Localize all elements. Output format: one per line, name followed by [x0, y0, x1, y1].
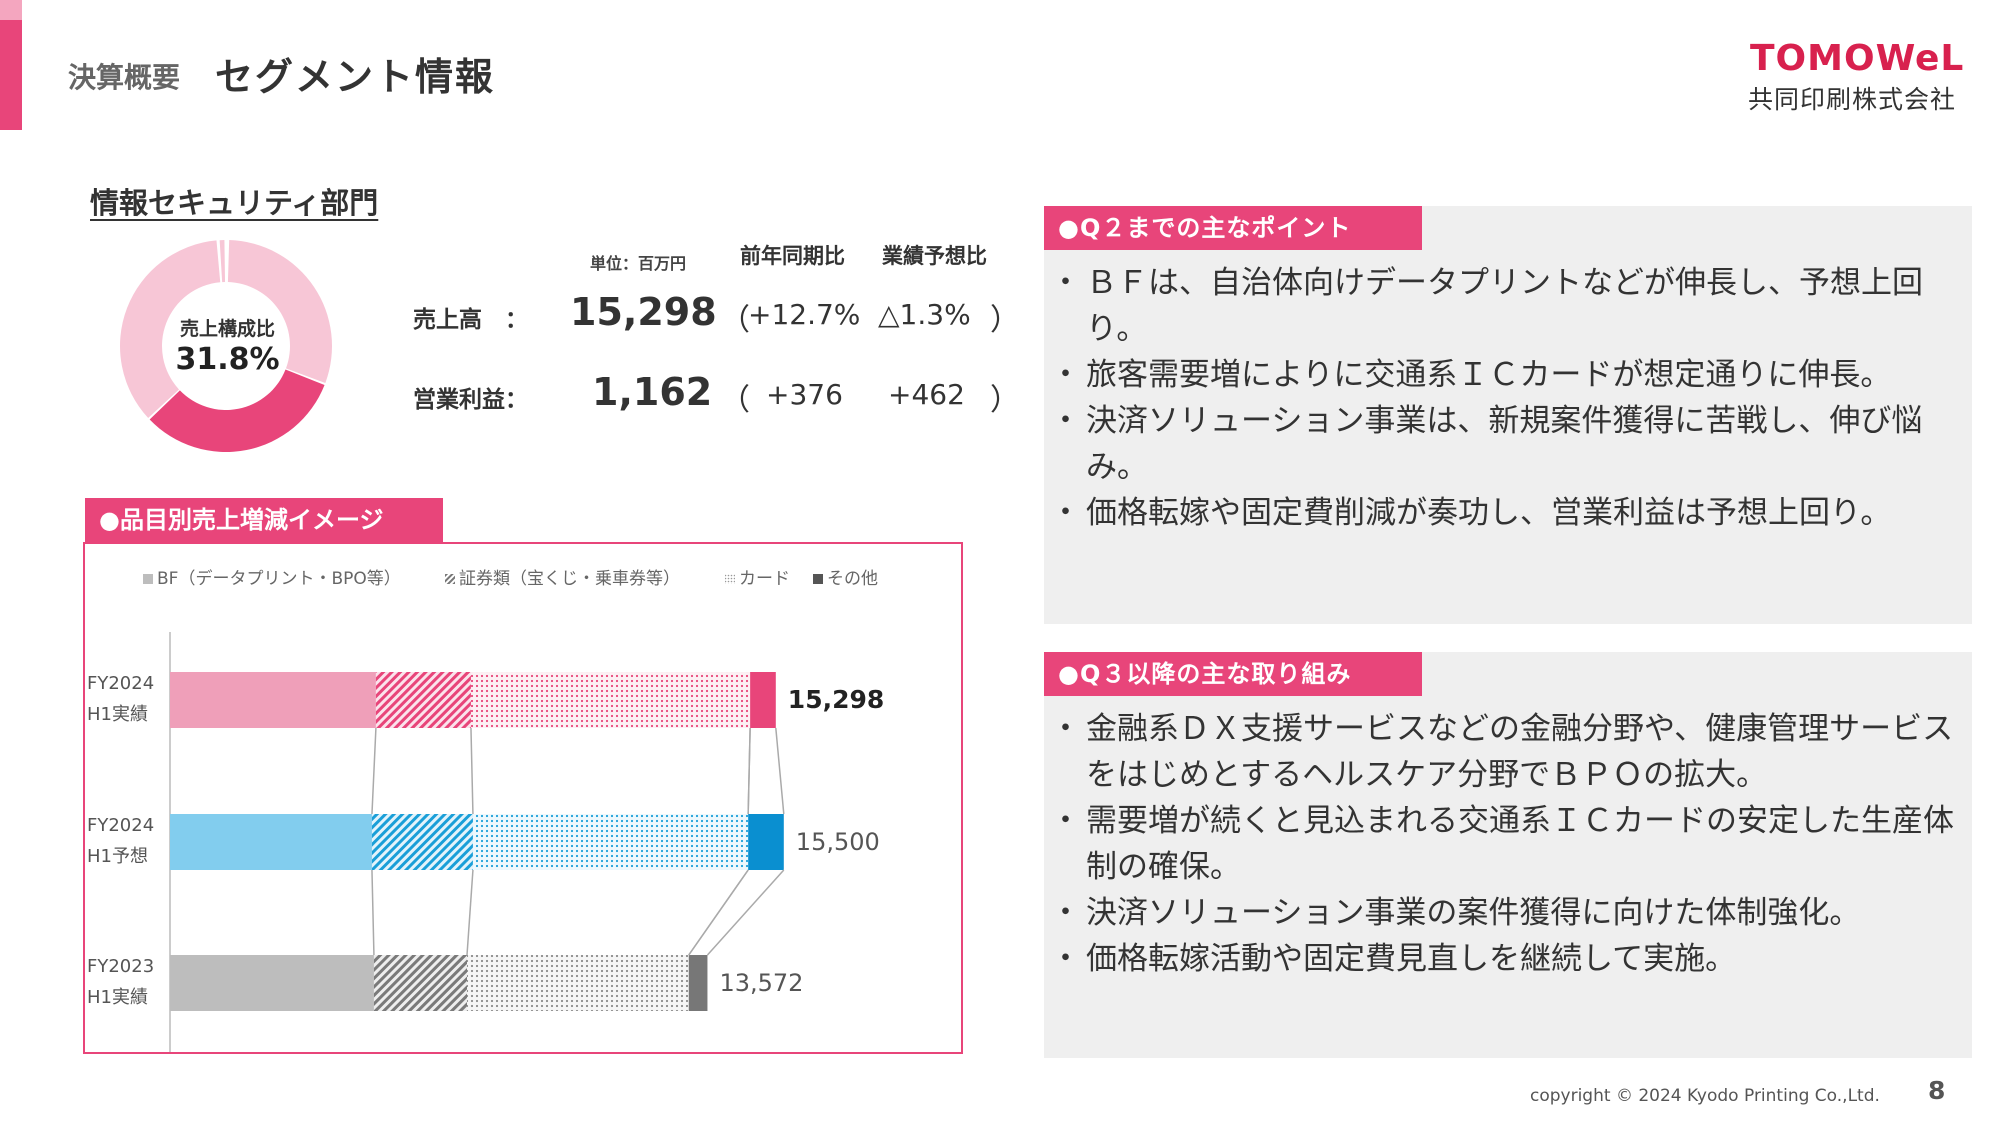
donut-value: 31.8% [175, 342, 280, 377]
category-label: H1実績 [87, 987, 148, 1008]
category-label: H1予想 [87, 846, 148, 867]
page-title: セグメント情報 [215, 55, 496, 99]
connector-line [688, 869, 749, 956]
sales-forecast: △1.3% [878, 298, 971, 331]
list-item: 価格転嫁活動や固定費見直しを継続して実施。 [1050, 936, 1960, 982]
chart-bars: FY2024 H1実績 15,298 FY2024 H1予想 15,500 FY2023 H1… [87, 632, 884, 1052]
bar-segment [688, 955, 708, 1011]
total-label: 15,500 [796, 828, 880, 856]
category-label: FY2023 [87, 956, 154, 977]
bar-chart-svg: BF（データプリント・BPO等） 証券類（宝くじ・乗車券等） カード その他 FY20… [87, 568, 884, 1052]
bar-segment [375, 672, 471, 728]
total-label: 15,298 [788, 685, 884, 714]
legend-label: カード [739, 569, 790, 589]
bar-segment [470, 672, 751, 728]
list-item: 価格転嫁や固定費削減が奏功し、営業利益は予想上回り。 [1050, 490, 1960, 536]
page-number: 8 [1928, 1076, 1946, 1105]
connector-line [775, 727, 785, 815]
legend-entry: カード [725, 569, 790, 589]
list-item: 決済ソリューション事業は、新規案件獲得に苦戦し、伸び悩み。 [1050, 398, 1960, 490]
connector-line [747, 727, 751, 815]
bar-segment [467, 955, 689, 1011]
bar-segment [472, 814, 749, 870]
panel-q3-tag: ●Q３以降の主な取り組み [1044, 652, 1422, 696]
bar-segment [373, 955, 467, 1011]
col-head-yoy: 前年同期比 [740, 244, 845, 268]
bar-segment [170, 672, 376, 728]
connector-line [706, 869, 785, 956]
donut-svg [120, 240, 332, 452]
category-label: H1実績 [87, 704, 148, 725]
legend-swatch [813, 574, 823, 584]
connector-line [470, 727, 474, 815]
connector-line [371, 869, 375, 956]
donut-slice-other [227, 240, 332, 384]
chart-box: BF（データプリント・BPO等） 証券類（宝くじ・乗車券等） カード その他 FY20… [83, 542, 963, 1054]
breadcrumb: 決算概要 [68, 61, 181, 94]
list-item: 金融系ＤＸ支援サービスなどの金融分野や、健康管理サービスをはじめとするヘルスケア… [1050, 706, 1960, 798]
legend-swatch [445, 574, 455, 584]
op-paren-close: ） [990, 383, 1020, 418]
donut-label: 売上構成比 [179, 318, 275, 340]
panel-q2-list: ＢＦは、自治体向けデータプリントなどが伸長し、予想上回り。 旅客需要増によりに交… [1050, 260, 1960, 536]
accent-bar [0, 0, 22, 130]
op-yoy: +376 [766, 378, 843, 411]
copyright: copyright © 2024 Kyodo Printing Co.,Ltd. [1530, 1086, 1880, 1106]
legend-entry: その他 [813, 569, 878, 589]
bar-segment [170, 814, 372, 870]
list-item: 決済ソリューション事業の案件獲得に向けた体制強化。 [1050, 890, 1960, 936]
sales-value: 15,298 [570, 290, 717, 334]
share-donut-chart [118, 238, 334, 454]
accent-bar-highlight [0, 0, 22, 20]
donut-slice-share [149, 369, 325, 452]
bar-segment [170, 955, 374, 1011]
legend-label: BF（データプリント・BPO等） [157, 568, 401, 589]
op-paren-open: （ [720, 383, 750, 418]
legend-label: 証券類（宝くじ・乗車券等） [459, 569, 680, 589]
total-label: 13,572 [719, 969, 803, 997]
sales-paren-close: ） [990, 303, 1020, 338]
legend-swatch [143, 574, 153, 584]
op-label: 営業利益： [413, 387, 528, 413]
chart-legend: BF（データプリント・BPO等） 証券類（宝くじ・乗車券等） カード その他 [143, 568, 878, 589]
bar-segment [750, 672, 776, 728]
sales-label: 売上高 ： [413, 307, 528, 333]
op-forecast: +462 [888, 378, 965, 411]
chart-tag: ●品目別売上増減イメージ [85, 498, 443, 542]
list-item: 旅客需要増によりに交通系ＩＣカードが想定通りに伸長。 [1050, 352, 1960, 398]
panel-q3-list: 金融系ＤＸ支援サービスなどの金融分野や、健康管理サービスをはじめとするヘルスケア… [1050, 706, 1960, 982]
company-name: 共同印刷株式会社 [1748, 85, 1957, 114]
list-item: ＢＦは、自治体向けデータプリントなどが伸長し、予想上回り。 [1050, 260, 1960, 352]
sales-yoy: +12.7% [748, 298, 861, 331]
op-value: 1,162 [592, 370, 713, 414]
bar-segment [748, 814, 784, 870]
legend-swatch [725, 574, 735, 584]
donut-slice-other [120, 240, 221, 418]
bar-segment [371, 814, 473, 870]
category-label: FY2024 [87, 673, 154, 694]
category-label: FY2024 [87, 815, 154, 836]
connector-line [371, 727, 377, 815]
section-title: 情報セキュリティ部門 [90, 186, 379, 220]
legend-label: その他 [827, 569, 878, 589]
connector-line [466, 869, 474, 956]
sales-paren-open: （ [720, 303, 750, 338]
legend-entry: 証券類（宝くじ・乗車券等） [445, 569, 680, 589]
list-item: 需要増が続くと見込まれる交通系ＩＣカードの安定した生産体制の確保。 [1050, 798, 1960, 890]
donut-slice-small [219, 240, 226, 283]
unit-label: 単位：百万円 [590, 254, 687, 273]
col-head-forecast: 業績予想比 [882, 244, 987, 268]
company-logo: TOMOWeL [1750, 38, 1965, 79]
legend-entry: BF（データプリント・BPO等） [143, 568, 401, 589]
panel-q2-tag: ●Q２までの主なポイント [1044, 206, 1422, 250]
